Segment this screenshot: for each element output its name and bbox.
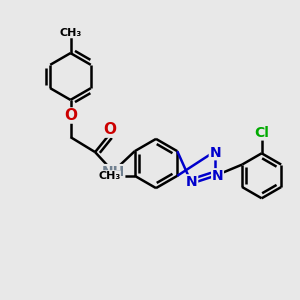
Text: O: O xyxy=(103,122,117,137)
Text: CH₃: CH₃ xyxy=(98,171,120,181)
Text: Cl: Cl xyxy=(254,126,269,140)
Text: N: N xyxy=(209,146,221,160)
Text: N: N xyxy=(186,175,198,189)
Text: O: O xyxy=(64,108,77,123)
Text: N: N xyxy=(212,169,224,183)
Text: NH: NH xyxy=(101,165,125,178)
Text: CH₃: CH₃ xyxy=(59,28,82,38)
